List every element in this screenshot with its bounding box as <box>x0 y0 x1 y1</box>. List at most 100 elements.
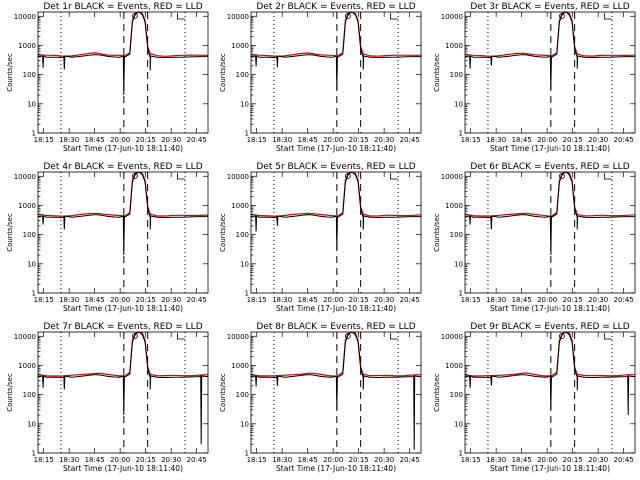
y-tick-label: 10000 <box>14 13 36 21</box>
panel-title: Det 4r BLACK = Events, RED = LLD <box>43 162 202 172</box>
plot-frame <box>464 11 636 134</box>
x-tick-label: 18:30 <box>486 296 506 304</box>
y-tick-label: 10 <box>454 260 463 268</box>
x-tick-label: 18:45 <box>85 456 105 464</box>
x-tick-label: 20:30 <box>374 136 394 144</box>
x-tick-label: 18:45 <box>85 136 105 144</box>
x-tick-label: 20:30 <box>161 136 181 144</box>
y-tick-label: 10 <box>27 100 36 108</box>
legend-marker <box>604 13 613 20</box>
x-tick-label: 20:45 <box>614 456 634 464</box>
x-tick-label: 18:15 <box>461 136 481 144</box>
y-tick-label: 1000 <box>231 362 249 370</box>
y-axis-label: Counts/sec <box>219 213 227 252</box>
x-tick-label: 18:45 <box>298 136 318 144</box>
y-tick-label: 10 <box>240 100 249 108</box>
y-tick-label: 1000 <box>231 202 249 210</box>
y-tick-label: 1000 <box>445 362 463 370</box>
plot-frame <box>250 331 422 454</box>
y-tick-label: 100 <box>450 71 463 79</box>
panel-title: Det 3r BLACK = Events, RED = LLD <box>470 2 629 12</box>
legend-marker <box>177 13 186 20</box>
x-tick-label: 18:15 <box>247 296 267 304</box>
y-tick-label: 10 <box>454 420 463 428</box>
x-tick-label: 20:00 <box>537 296 557 304</box>
legend-marker <box>177 333 186 340</box>
y-axis-label: Counts/sec <box>433 213 441 252</box>
x-axis-label: Start Time (17-Jun-10 18:11:40) <box>63 144 183 153</box>
peak-marker <box>559 13 565 19</box>
y-tick-label: 10 <box>27 420 36 428</box>
series-lld-red <box>465 12 635 57</box>
x-tick-label: 18:45 <box>298 456 318 464</box>
x-axis-label: Start Time (17-Jun-10 18:11:40) <box>490 464 610 473</box>
x-tick-label: 20:00 <box>537 456 557 464</box>
panel-det-9: Det 9r BLACK = Events, RED = LLD 1 10 100 10… <box>433 322 636 473</box>
y-tick-label: 1 <box>32 450 36 458</box>
y-axis-label: Counts/sec <box>433 53 441 92</box>
peak-marker <box>344 13 351 19</box>
x-tick-label: 18:45 <box>85 296 105 304</box>
x-tick-label: 18:30 <box>272 456 292 464</box>
panel-title: Det 1r BLACK = Events, RED = LLD <box>43 2 202 12</box>
x-tick-label: 20:00 <box>110 296 130 304</box>
y-tick-label: 10000 <box>227 13 249 21</box>
series-lld-red <box>38 172 208 217</box>
x-tick-label: 20:45 <box>400 456 420 464</box>
x-tick-label: 18:45 <box>512 136 532 144</box>
y-tick-label: 10000 <box>441 333 463 341</box>
legend-marker <box>390 173 399 180</box>
x-tick-label: 20:15 <box>136 136 156 144</box>
peak-marker <box>131 333 138 339</box>
y-tick-label: 10 <box>454 100 463 108</box>
x-tick-label: 20:00 <box>323 456 343 464</box>
series-events-black <box>251 12 421 90</box>
legend-marker <box>177 173 186 180</box>
x-tick-label: 20:00 <box>110 136 130 144</box>
y-axis-label: Counts/sec <box>6 373 14 412</box>
y-tick-label: 1 <box>245 130 249 138</box>
x-tick-label: 20:45 <box>187 456 207 464</box>
x-tick-label: 20:30 <box>588 296 608 304</box>
x-axis-label: Start Time (17-Jun-10 18:11:40) <box>63 464 183 473</box>
x-tick-label: 20:00 <box>323 296 343 304</box>
panel-det-5: Det 5r BLACK = Events, RED = LLD 1 10 100 10… <box>219 162 422 313</box>
y-axis-label: Counts/sec <box>6 213 14 252</box>
x-tick-label: 20:00 <box>323 136 343 144</box>
x-tick-label: 20:45 <box>400 296 420 304</box>
x-tick-label: 20:30 <box>374 296 394 304</box>
y-tick-label: 100 <box>23 71 36 79</box>
x-tick-label: 20:45 <box>400 136 420 144</box>
y-tick-label: 1000 <box>18 202 36 210</box>
y-tick-label: 1 <box>459 130 463 138</box>
series-events-black <box>38 172 208 256</box>
x-tick-label: 18:45 <box>512 296 532 304</box>
y-tick-label: 100 <box>236 231 249 239</box>
y-tick-label: 10000 <box>14 333 36 341</box>
panel-title: Det 9r BLACK = Events, RED = LLD <box>470 322 629 332</box>
x-axis-label: Start Time (17-Jun-10 18:11:40) <box>276 464 396 473</box>
peak-marker <box>131 13 138 19</box>
x-tick-label: 18:30 <box>486 136 506 144</box>
y-tick-label: 100 <box>450 231 463 239</box>
x-tick-label: 18:30 <box>59 296 79 304</box>
panel-det-2: Det 2r BLACK = Events, RED = LLD 1 10 100 10… <box>219 2 422 153</box>
y-tick-label: 1000 <box>18 362 36 370</box>
x-tick-label: 20:00 <box>537 136 557 144</box>
y-tick-label: 1 <box>459 450 463 458</box>
series-lld-red <box>251 12 421 57</box>
panel-title: Det 5r BLACK = Events, RED = LLD <box>256 162 415 172</box>
y-tick-label: 1000 <box>18 42 36 50</box>
x-tick-label: 18:45 <box>512 456 532 464</box>
x-tick-label: 20:30 <box>588 456 608 464</box>
series-events-black <box>251 332 421 450</box>
y-axis-label: Counts/sec <box>6 53 14 92</box>
series-lld-red <box>38 332 208 377</box>
series-events-black <box>38 12 208 96</box>
x-tick-label: 18:15 <box>461 456 481 464</box>
panel-det-3: Det 3r BLACK = Events, RED = LLD 1 10 100 10… <box>433 2 636 153</box>
y-tick-label: 1 <box>32 130 36 138</box>
y-tick-label: 100 <box>23 231 36 239</box>
x-tick-label: 20:15 <box>563 296 583 304</box>
x-tick-label: 20:30 <box>161 456 181 464</box>
